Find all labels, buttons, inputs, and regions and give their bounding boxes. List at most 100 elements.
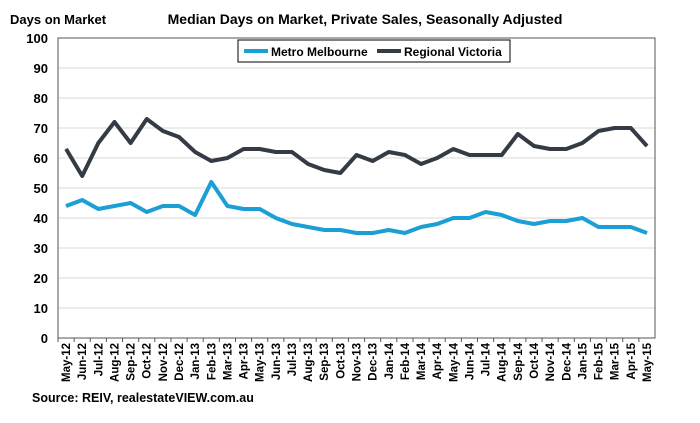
- x-tick-label: Dec-12: [174, 343, 186, 381]
- y-tick-label: 40: [34, 211, 48, 226]
- data-point: [614, 226, 616, 228]
- data-point: [565, 220, 567, 222]
- y-tick-label: 70: [34, 121, 48, 136]
- legend-label-regional: Regional Victoria: [404, 45, 502, 59]
- x-tick-label: Jun-13: [271, 343, 283, 380]
- legend-label-metro: Metro Melbourne: [271, 45, 368, 59]
- data-point: [339, 172, 341, 174]
- x-tick-label: Nov-14: [545, 342, 557, 381]
- x-tick-label: Oct-13: [335, 343, 347, 379]
- x-tick-label: Aug-12: [109, 343, 121, 382]
- data-point: [388, 151, 390, 153]
- x-tick-label: Feb-14: [400, 342, 412, 380]
- data-point: [162, 205, 164, 207]
- data-point: [339, 229, 341, 231]
- data-point: [130, 142, 132, 144]
- data-point: [581, 142, 583, 144]
- x-tick-label: Dec-14: [561, 342, 573, 380]
- x-tick-label: Sep-12: [126, 343, 138, 381]
- x-tick-label: Feb-13: [206, 343, 218, 380]
- data-point: [468, 154, 470, 156]
- legend: Metro Melbourne Regional Victoria: [237, 39, 511, 63]
- y-tick-label: 10: [34, 301, 48, 316]
- x-tick-label: Jun-14: [464, 342, 476, 380]
- data-point: [646, 232, 648, 234]
- data-point: [178, 205, 180, 207]
- data-point: [501, 154, 503, 156]
- y-tick-label: 20: [34, 271, 48, 286]
- data-point: [210, 181, 212, 183]
- data-point: [485, 211, 487, 213]
- y-tick-label: 60: [34, 151, 48, 166]
- data-point: [452, 217, 454, 219]
- x-tick-label: Jan-14: [384, 342, 396, 379]
- data-point: [404, 232, 406, 234]
- data-point: [275, 151, 277, 153]
- x-tick-label: Feb-15: [594, 342, 606, 380]
- x-tick-label: Jul-14: [481, 342, 493, 376]
- x-tick-label: Aug-14: [497, 342, 509, 382]
- data-point: [146, 211, 148, 213]
- data-point: [581, 217, 583, 219]
- data-point: [420, 163, 422, 165]
- data-point: [404, 154, 406, 156]
- data-point: [372, 160, 374, 162]
- data-point: [259, 148, 261, 150]
- data-point: [598, 130, 600, 132]
- x-tick-label: Sep-14: [513, 342, 525, 380]
- x-tick-label: Dec-13: [368, 343, 380, 381]
- x-tick-label: May-15: [642, 342, 654, 382]
- y-axis-label: Days on Market: [10, 12, 107, 27]
- source-note: Source: REIV, realestateVIEW.com.au: [32, 391, 254, 405]
- data-point: [226, 205, 228, 207]
- x-tick-label: May-13: [255, 343, 267, 382]
- x-tick-label: Jan-13: [190, 343, 202, 379]
- data-point: [178, 136, 180, 138]
- x-tick-label: Nov-13: [352, 343, 364, 381]
- x-tick-label: Apr-14: [432, 342, 444, 379]
- data-point: [436, 223, 438, 225]
- data-point: [97, 142, 99, 144]
- plot-border: [57, 37, 656, 339]
- data-point: [485, 154, 487, 156]
- data-point: [162, 130, 164, 132]
- data-point: [275, 217, 277, 219]
- data-point: [226, 157, 228, 159]
- data-point: [646, 145, 648, 147]
- data-point: [146, 118, 148, 120]
- data-point: [81, 199, 83, 201]
- data-point: [388, 229, 390, 231]
- data-point: [517, 220, 519, 222]
- series-line-metro: [65, 180, 648, 235]
- data-point: [97, 208, 99, 210]
- data-point: [307, 226, 309, 228]
- x-tick-label: Oct-14: [529, 342, 541, 378]
- data-point: [436, 157, 438, 159]
- legend-box: [237, 39, 511, 63]
- y-tick-label: 90: [34, 61, 48, 76]
- data-point: [210, 160, 212, 162]
- x-tick-label: Sep-13: [319, 343, 331, 381]
- data-point: [356, 232, 357, 234]
- data-point: [65, 148, 67, 150]
- x-tick-label: Jul-13: [287, 343, 299, 376]
- data-point: [307, 163, 309, 165]
- data-point: [549, 220, 551, 222]
- data-point: [243, 148, 245, 150]
- x-tick-label: Oct-12: [142, 343, 154, 379]
- x-tick-label: Jul-12: [93, 343, 105, 376]
- chart-title: Median Days on Market, Private Sales, Se…: [168, 11, 563, 27]
- data-point: [81, 175, 83, 177]
- y-tick-label: 0: [41, 331, 48, 346]
- data-point: [194, 151, 196, 153]
- x-tick-label: May-12: [61, 343, 73, 382]
- data-point: [113, 121, 115, 123]
- x-tick-label: Apr-15: [626, 342, 638, 379]
- data-point: [614, 127, 616, 129]
- data-point: [130, 202, 132, 204]
- data-point: [549, 148, 551, 150]
- x-tick-label: Mar-13: [222, 343, 234, 380]
- data-point: [291, 223, 293, 225]
- data-point: [630, 226, 632, 228]
- data-point: [372, 232, 374, 234]
